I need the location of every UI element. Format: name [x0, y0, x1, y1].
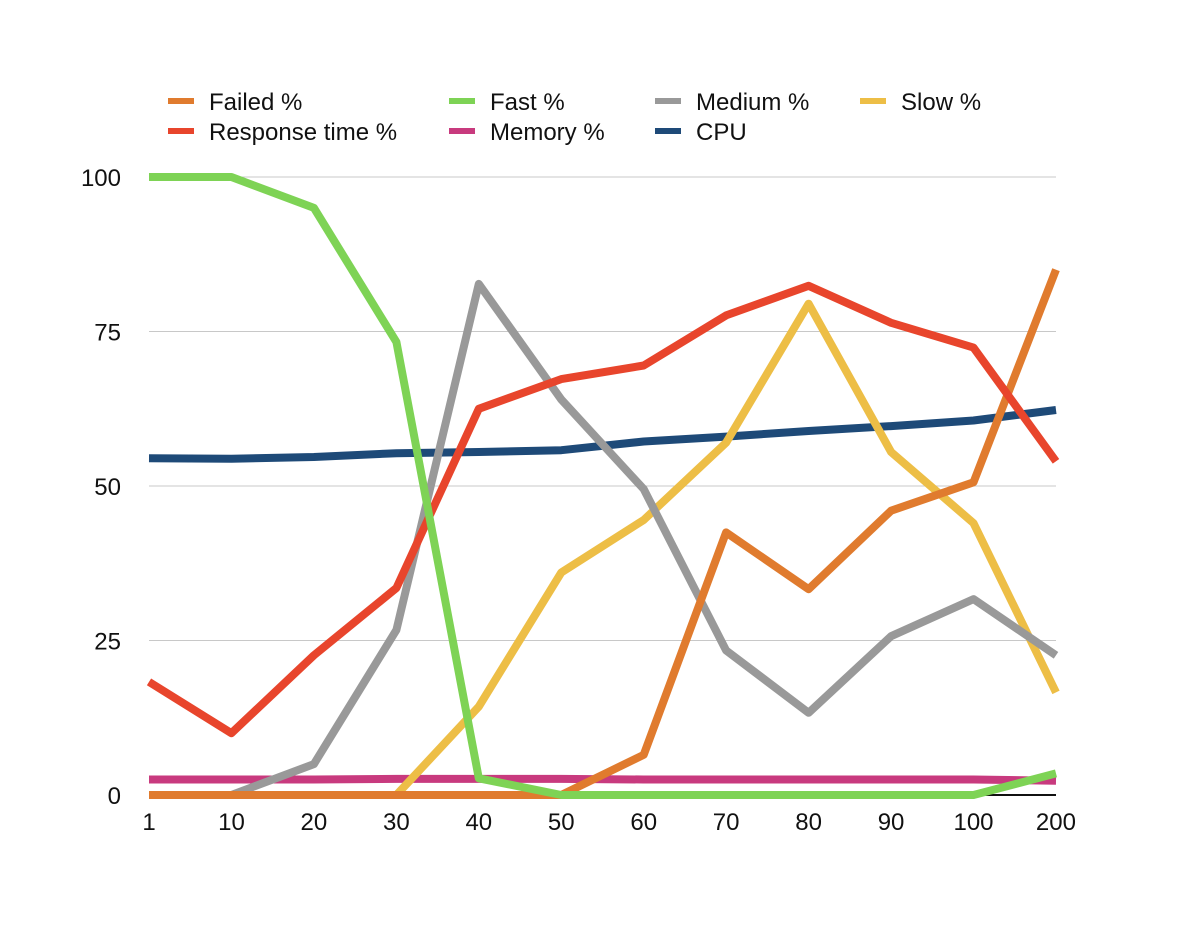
series-line-slow	[149, 299, 1060, 799]
legend-label-memory: Memory %	[490, 119, 605, 146]
series-line-failed	[149, 268, 1060, 799]
legend-label-slow: Slow %	[901, 89, 981, 116]
series-line-fast	[149, 173, 1058, 799]
x-tick-label: 100	[953, 809, 993, 836]
y-axis-tick-labels: 0 25 50 75 100	[81, 165, 121, 810]
legend-label-failed: Failed %	[209, 89, 302, 116]
legend-label-medium: Medium %	[696, 89, 809, 116]
y-tick-label: 0	[108, 783, 121, 810]
y-tick-label: 100	[81, 165, 121, 192]
x-tick-label: 50	[548, 809, 575, 836]
legend-label-response-time: Response time %	[209, 119, 397, 146]
x-tick-label: 40	[465, 809, 492, 836]
x-tick-label: 1	[142, 809, 155, 836]
series-lines	[146, 173, 1060, 799]
series-line-response-time	[146, 281, 1060, 738]
x-tick-label: 90	[878, 809, 905, 836]
gridlines	[149, 176, 1056, 796]
x-tick-label: 10	[218, 809, 245, 836]
x-tick-label: 60	[630, 809, 657, 836]
legend: Failed % Fast % Medium % Slow % Response tim…	[168, 89, 981, 146]
series-line-medium	[149, 279, 1059, 799]
y-tick-label: 50	[94, 474, 121, 501]
legend-label-cpu: CPU	[696, 119, 747, 146]
series-line-cpu	[148, 406, 1057, 463]
y-tick-label: 75	[94, 320, 121, 347]
x-tick-label: 80	[795, 809, 822, 836]
y-tick-label: 25	[94, 629, 121, 656]
x-axis-tick-labels: 1 10 20 30 40 50 60 70 80 90 100 200	[142, 809, 1076, 836]
x-tick-label: 20	[301, 809, 328, 836]
x-tick-label: 200	[1036, 809, 1076, 836]
x-tick-label: 70	[713, 809, 740, 836]
legend-label-fast: Fast %	[490, 89, 565, 116]
x-tick-label: 30	[383, 809, 410, 836]
